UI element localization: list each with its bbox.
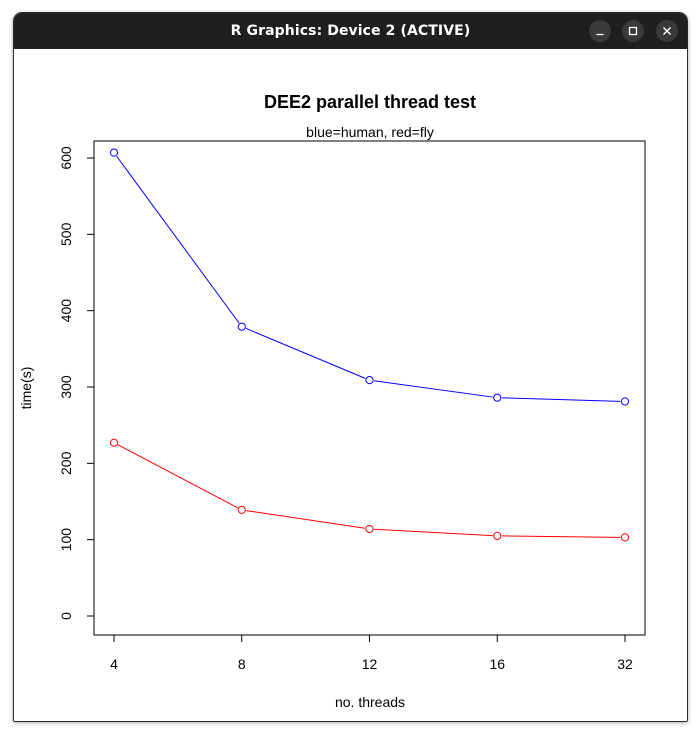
series-0-segment [373,380,493,398]
series-0-segment [116,156,240,324]
maximize-icon [628,26,638,36]
x-tick-label: 12 [362,656,378,672]
chart-title: DEE2 parallel thread test [264,92,476,112]
series-0-point [109,148,119,157]
chart-subtitle: blue=human, red=fly [306,124,434,140]
series-0-point [620,397,630,406]
series-1-point [109,438,119,447]
y-axis-label: time(s) [18,367,34,410]
series-1-segment [501,535,621,538]
series-0-segment [245,328,366,379]
series-layer [109,148,630,542]
y-tick-label: 500 [58,222,74,246]
y-tick-label: 0 [58,612,74,620]
x-axis-label: no. threads [335,694,405,710]
x-tick-label: 32 [617,656,633,672]
r-graphics-window: R Graphics: Device 2 (ACTIVE) DEE2 paral… [13,12,688,722]
plot-canvas: DEE2 parallel thread test blue=human, re… [14,49,687,721]
series-1-segment [117,444,238,509]
maximize-button[interactable] [622,20,644,42]
series-0-segment [501,397,621,402]
window-title: R Graphics: Device 2 (ACTIVE) [230,23,471,39]
series-1-segment [246,510,366,529]
minimize-button[interactable] [589,20,611,42]
series-1-point [365,524,374,534]
x-axis: 4 8 12 16 32 [110,634,633,672]
x-tick-label: 8 [238,656,246,672]
y-tick-label: 100 [58,528,74,552]
x-tick-label: 16 [489,656,505,672]
y-tick-label: 200 [58,451,74,475]
series-1-point [237,505,246,514]
y-axis: 0 100 200 300 400 500 600 [58,146,95,620]
line-chart: DEE2 parallel thread test blue=human, re… [18,92,646,710]
series-0-point [493,393,502,402]
y-tick-label: 400 [58,299,74,323]
series-1-point [620,533,630,542]
title-bar[interactable]: R Graphics: Device 2 (ACTIVE) [14,13,687,49]
series-1-segment [374,528,493,537]
y-tick-label: 300 [58,375,74,399]
x-tick-label: 4 [110,656,118,672]
minimize-icon [596,33,604,36]
series-1-point [493,531,502,540]
series-0-point [365,376,374,385]
close-button[interactable] [656,20,678,42]
close-icon [663,27,671,35]
y-tick-label: 600 [58,146,74,170]
series-0-point [237,322,246,331]
plot-box [93,140,646,636]
